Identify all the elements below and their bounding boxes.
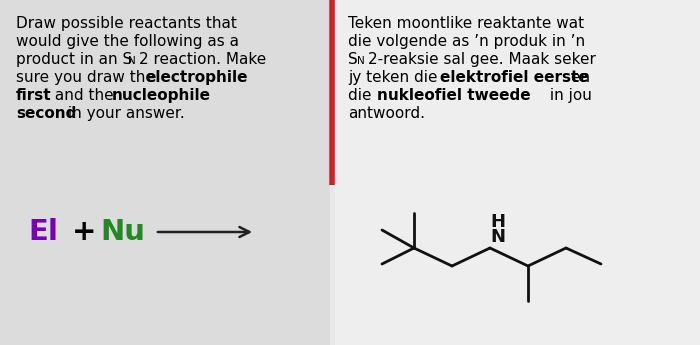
Text: first: first [16,88,52,103]
Text: nukleofiel tweede: nukleofiel tweede [377,88,531,103]
Text: en: en [566,70,590,85]
Text: 2 reaction. Make: 2 reaction. Make [139,52,266,67]
Text: Teken moontlike reaktante wat: Teken moontlike reaktante wat [348,16,584,31]
Text: N: N [128,56,136,66]
Text: sure you draw the: sure you draw the [16,70,160,85]
Text: antwoord.: antwoord. [348,106,425,121]
Text: product in an S: product in an S [16,52,132,67]
Bar [335,0,700,345]
Text: would give the following as a: would give the following as a [16,34,239,49]
Text: S: S [348,52,358,67]
Text: in your answer.: in your answer. [63,106,185,121]
Text: second: second [16,106,76,121]
Text: Draw possible reactants that: Draw possible reactants that [16,16,237,31]
Text: 2-reaksie sal gee. Maak seker: 2-reaksie sal gee. Maak seker [368,52,596,67]
Text: and the: and the [50,88,118,103]
Text: N: N [357,56,365,66]
Text: +: + [72,218,97,246]
Text: die: die [348,88,377,103]
Text: Nu: Nu [100,218,145,246]
Text: jy teken die: jy teken die [348,70,442,85]
Text: die volgende as ’n produk in ’n: die volgende as ’n produk in ’n [348,34,585,49]
Text: electrophile: electrophile [145,70,248,85]
Text: nucleophile: nucleophile [112,88,211,103]
Text: elektrofiel eerste: elektrofiel eerste [440,70,589,85]
Text: H: H [491,213,505,231]
FancyArrowPatch shape [158,227,249,237]
Text: in jou: in jou [545,88,592,103]
Text: El: El [28,218,58,246]
Bar [0,0,330,345]
Text: N: N [491,228,505,246]
